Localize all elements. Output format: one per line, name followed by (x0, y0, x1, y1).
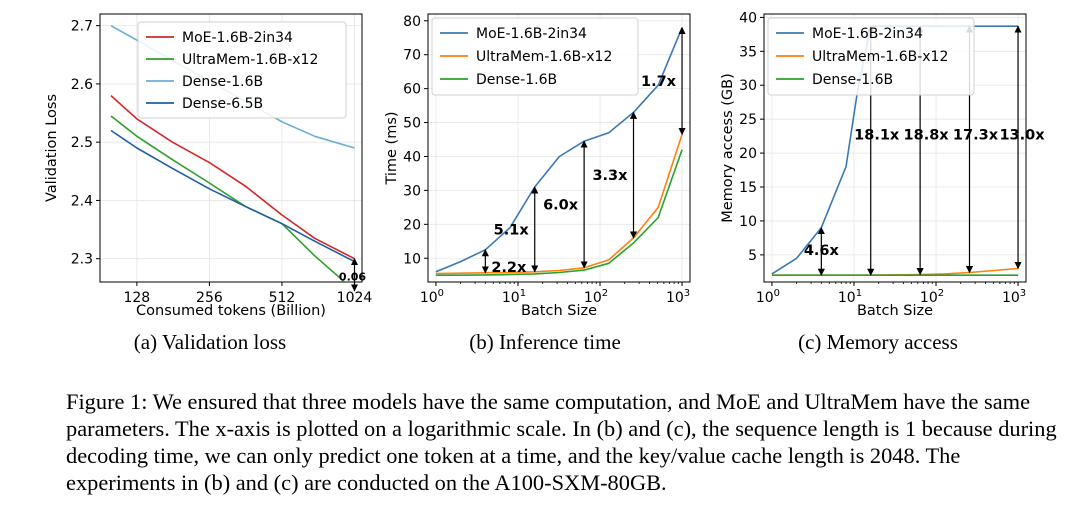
subcaption: (b) Inference time (469, 330, 621, 354)
x-tick-label: 103 (666, 288, 690, 306)
chart-panel-1: 128 256 512 1024 2.3 2.4 2.5 2.6 2.7 Consumed tok… (44, 13, 373, 354)
y-tick-label: 40 (739, 10, 757, 26)
x-tick-label: 102 (920, 288, 944, 306)
y-axis-label: Validation Loss (44, 94, 60, 202)
y-tick-label: 2.6 (71, 77, 93, 93)
y-tick-label: 2.7 (71, 19, 93, 35)
y-tick-label: 35 (739, 44, 757, 60)
y-tick-label: 10 (403, 251, 421, 267)
y-tick-label: 25 (739, 112, 757, 128)
annotation-label: 13.0x (999, 128, 1045, 144)
y-tick-label: 70 (403, 48, 421, 64)
x-axis-label: Batch Size (521, 303, 597, 319)
legend-entry: UltraMem-1.6B-x12 (182, 52, 318, 68)
x-tick-label: 102 (584, 288, 608, 306)
y-tick-label: 10 (739, 214, 757, 230)
y-tick-label: 30 (739, 78, 757, 94)
series-line-moe-1-6b-2in34 (435, 27, 683, 273)
x-tick-label: 103 (1002, 288, 1026, 306)
y-tick-label: 30 (403, 183, 421, 199)
annotation-label: 5.1x (494, 222, 530, 238)
y-tick-label: 2.3 (71, 252, 93, 268)
y-axis-label: Memory access (GB) (720, 73, 736, 223)
legend: MoE-1.6B-2in34 UltraMem-1.6B-x12 Dense-1.6… (767, 17, 975, 96)
y-tick-label: 50 (403, 116, 421, 132)
series-line-ultramem-1-6b-x12 (110, 115, 346, 282)
legend-entry: MoE-1.6B-2in34 (476, 26, 587, 42)
y-tick-label: 60 (403, 82, 421, 98)
legend-entry: Dense-1.6B (476, 72, 557, 88)
series-line-ultramem-1-6b-x12 (435, 134, 683, 275)
y-tick-label: 40 (403, 149, 421, 165)
annotation-label: 6.0x (543, 197, 579, 213)
annotation-label: 4.6x (804, 243, 840, 259)
annotation-label: 1.7x (641, 74, 677, 90)
subcaption: (c) Memory access (798, 330, 958, 354)
chart-panel-3: 100 101 102 103 5 10 15 20 25 30 35 40 Batch Size Mem… (720, 10, 1045, 354)
series-line-ultramem-1-6b-x12 (771, 267, 1019, 277)
x-axis-label: Consumed tokens (Billion) (136, 303, 326, 319)
x-tick-label: 1024 (337, 290, 373, 306)
y-tick-label: 2.5 (71, 135, 93, 151)
x-tick-label: 512 (269, 290, 296, 306)
y-tick-label: 2.4 (71, 193, 93, 209)
y-tick-label: 20 (403, 217, 421, 233)
legend: MoE-1.6B-2in34 UltraMem-1.6B-x12 Dense-1.6… (431, 17, 639, 96)
series-line-dense-1-6b (435, 149, 683, 277)
y-tick-label: 20 (739, 146, 757, 162)
annotation-label: 0.06 (339, 271, 366, 284)
y-tick-label: 15 (739, 180, 757, 196)
legend-entry: MoE-1.6B-2in34 (182, 30, 293, 46)
subcaption: (a) Validation loss (134, 330, 286, 354)
chart-panel-2: 100 101 102 103 10 20 30 40 50 60 70 80 Batch Size Ti… (384, 13, 691, 354)
x-tick-label: 101 (838, 288, 862, 306)
y-axis-label: Time (ms) (384, 111, 400, 185)
y-tick-label: 80 (403, 14, 421, 30)
legend-box (137, 21, 347, 119)
axes-frame (763, 13, 1027, 283)
x-tick-label: 256 (196, 290, 223, 306)
series-line-moe-1-6b-2in34 (110, 95, 355, 260)
legend-entry: Dense-1.6B (812, 72, 893, 88)
x-tick-label: 128 (123, 290, 150, 306)
x-tick-label: 100 (756, 288, 780, 306)
figure-caption: Figure 1: We ensured that three models h… (66, 389, 1057, 495)
annotation-label: 17.3x (953, 128, 999, 144)
axes-frame (99, 13, 363, 283)
legend-box (431, 17, 639, 96)
legend-entry: Dense-1.6B (182, 74, 263, 90)
legend-entry: Dense-6.5B (182, 96, 263, 112)
x-tick-label: 100 (420, 288, 444, 306)
x-axis-label: Batch Size (857, 303, 933, 319)
legend-entry: UltraMem-1.6B-x12 (812, 49, 948, 65)
legend: MoE-1.6B-2in34 UltraMem-1.6B-x12 Dense-1.6… (137, 21, 347, 119)
legend-box (767, 17, 975, 96)
annotation-label: 18.1x (854, 128, 900, 144)
annotation-label: 18.8x (904, 128, 950, 144)
series-line-dense-6-5b (110, 129, 355, 263)
x-tick-label: 101 (502, 288, 526, 306)
legend-entry: MoE-1.6B-2in34 (812, 26, 923, 42)
y-tick-label: 5 (748, 248, 757, 264)
annotation-label: 2.2x (491, 260, 527, 276)
axes-frame (427, 13, 691, 283)
legend-entry: UltraMem-1.6B-x12 (476, 49, 612, 65)
annotation-label: 3.3x (592, 168, 628, 184)
